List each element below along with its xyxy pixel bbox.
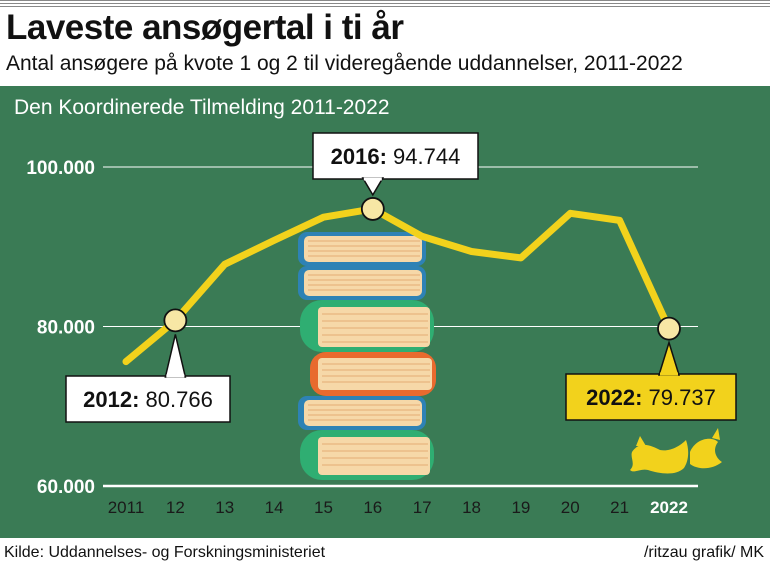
x-tick-label: 19 bbox=[511, 498, 530, 517]
source-note: Kilde: Uddannelses- og Forskningsministe… bbox=[4, 544, 326, 561]
annotation-layer: 2012: 80.766 2016: 94.744 2022: 79.737 bbox=[65, 132, 737, 423]
callout-label: 2022: 79.737 bbox=[586, 385, 716, 410]
callout-value: 94.744 bbox=[387, 144, 460, 169]
x-tick-label: 17 bbox=[413, 498, 432, 517]
callout-pointer bbox=[361, 177, 385, 197]
callout-year: 2022: bbox=[586, 385, 642, 410]
y-tick-label: 100.000 bbox=[26, 158, 95, 179]
x-tick-label: 13 bbox=[215, 498, 234, 517]
x-tick-label: 12 bbox=[166, 498, 185, 517]
callout-2012: 2012: 80.766 bbox=[65, 334, 231, 423]
ritzau-mascot-icon bbox=[630, 428, 722, 474]
callout-value: 79.737 bbox=[642, 385, 715, 410]
y-tick-label: 80.000 bbox=[37, 318, 95, 339]
y-tick-label: 60.000 bbox=[37, 477, 95, 498]
callout-2016: 2016: 94.744 bbox=[312, 132, 479, 197]
callout-year: 2012: bbox=[83, 387, 139, 412]
callout-year: 2016: bbox=[331, 144, 387, 169]
x-tick-label: 2011 bbox=[108, 498, 145, 517]
callout-box bbox=[565, 373, 737, 421]
x-tick-label: 15 bbox=[314, 498, 333, 517]
chart-subtitle: Antal ansøgere på kvote 1 og 2 til vider… bbox=[6, 52, 683, 75]
x-tick-label: 16 bbox=[363, 498, 382, 517]
callout-label: 2012: 80.766 bbox=[83, 387, 213, 412]
data-point-marker bbox=[163, 308, 188, 333]
x-tick-label: 14 bbox=[265, 498, 284, 517]
callout-box bbox=[312, 132, 479, 180]
chart-title: Laveste ansøgertal i ti år bbox=[6, 8, 404, 47]
x-tick-label: 21 bbox=[610, 498, 629, 517]
data-point-marker bbox=[360, 197, 385, 221]
series-line bbox=[122, 205, 673, 366]
callout-label: 2016: 94.744 bbox=[331, 144, 461, 169]
x-tick-label: 20 bbox=[561, 498, 580, 517]
books-illustration bbox=[298, 232, 436, 480]
top-hatch-rule bbox=[0, 0, 770, 8]
data-point-marker bbox=[657, 316, 681, 341]
credit-note: /ritzau grafik/ MK bbox=[643, 544, 764, 561]
series-layer bbox=[122, 205, 673, 366]
x-tick-label: 18 bbox=[462, 498, 481, 517]
panel-title: Den Koordinerede Tilmelding 2011-2022 bbox=[14, 96, 390, 119]
x-tick-label: 2022 bbox=[650, 498, 688, 517]
callout-box bbox=[65, 375, 231, 423]
grid-layer: 60.000 80.000 100.000 2011 12 13 14 15 16 17 18 19 2… bbox=[26, 158, 698, 517]
callout-pointer bbox=[657, 340, 681, 376]
callout-2022: 2022: 79.737 bbox=[565, 340, 737, 421]
callout-pointer bbox=[164, 334, 187, 378]
callout-value: 80.766 bbox=[139, 387, 212, 412]
